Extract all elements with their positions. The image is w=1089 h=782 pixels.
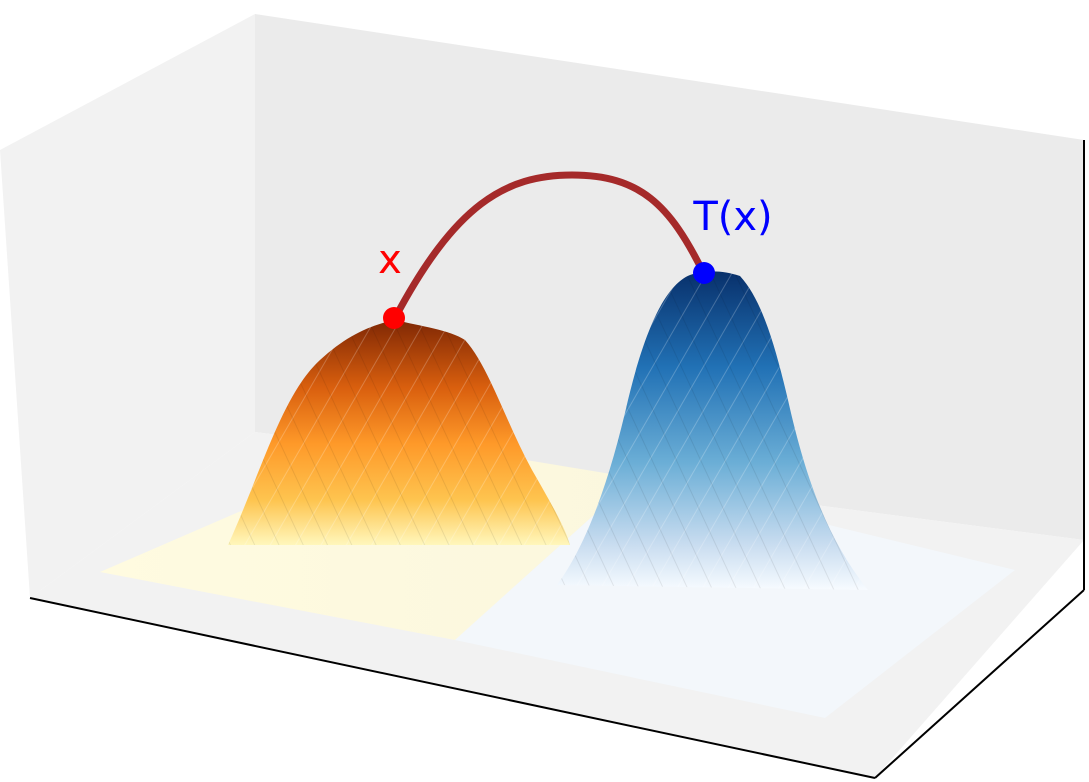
front-x-axis-edge	[29, 597, 876, 779]
target-point-label: T(x)	[692, 194, 772, 240]
source-point-marker	[383, 307, 405, 329]
target-point-marker	[693, 262, 715, 284]
right-y-axis-edge	[874, 589, 1085, 779]
source-point-label: x	[378, 237, 402, 283]
axes-box	[0, 14, 1085, 779]
transport-arc	[391, 171, 707, 322]
side-wall-pane	[0, 14, 255, 598]
